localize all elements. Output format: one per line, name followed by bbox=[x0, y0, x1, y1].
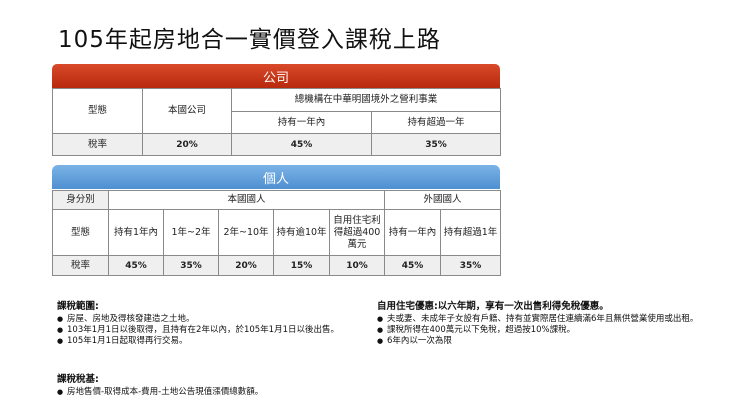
individual-type: 1年~2年 bbox=[163, 209, 219, 256]
preferential-heading: 自用住宅優惠:以六年期，享有一次出售利得免稅優惠。 bbox=[377, 301, 609, 312]
individual-type: 自用住宅利得超過400萬元 bbox=[328, 209, 386, 256]
individual-rate: 10% bbox=[328, 255, 386, 276]
company-foreign-short: 持有一年內 bbox=[231, 111, 372, 134]
company-tax-table: 型態 本國公司 總機構在中華明國境外之營利事業 持有一年內 持有超過一年 稅率 … bbox=[52, 88, 502, 156]
company-foreign: 總機構在中華明國境外之營利事業 bbox=[230, 88, 502, 112]
preferential-item: 夫或妻、未成年子女設有戶籍、持有並實際居住連續滿6年且無供營業使用或出租。 bbox=[377, 314, 732, 325]
individual-rate: 15% bbox=[273, 255, 330, 276]
tax-base-section: 課稅稅基: 房地售價-取得成本-費用-土地公告現值漲價總數額。 bbox=[57, 374, 367, 398]
company-type-label: 型態 bbox=[52, 88, 143, 134]
individual-header-label: 個人 bbox=[262, 171, 289, 187]
individual-rate: 45% bbox=[384, 255, 442, 276]
company-rate: 35% bbox=[370, 133, 502, 156]
tax-base-heading: 課稅稅基: bbox=[57, 374, 99, 385]
tax-base-item: 房地售價-取得成本-費用-土地公告現值漲價總數額。 bbox=[57, 387, 367, 398]
preferential-item: 6年內以一次為限 bbox=[377, 336, 732, 347]
company-rate: 45% bbox=[231, 133, 372, 156]
individual-rate: 35% bbox=[163, 255, 219, 276]
individual-identity-label: 身分別 bbox=[52, 190, 109, 210]
individual-type-label: 型態 bbox=[52, 209, 109, 256]
preferential-section: 自用住宅優惠:以六年期，享有一次出售利得免稅優惠。 夫或妻、未成年子女設有戶籍、… bbox=[377, 301, 732, 347]
preferential-item: 課稅所得在400萬元以下免稅，超過按10%課稅。 bbox=[377, 325, 732, 336]
tax-scope-heading: 課稅範圍: bbox=[57, 301, 99, 312]
company-header-label: 公司 bbox=[262, 70, 289, 86]
tax-scope-item: 103年1月1日以後取得，且持有在2年以內，於105年1月1日以後出售。 bbox=[57, 325, 367, 336]
individual-rate: 20% bbox=[218, 255, 274, 276]
individual-rate: 35% bbox=[440, 255, 502, 276]
tax-scope-item: 房屋、房地及得核發建造之土地。 bbox=[57, 314, 367, 325]
company-foreign-long: 持有超過一年 bbox=[370, 111, 502, 134]
company-domestic: 本國公司 bbox=[142, 88, 232, 134]
individual-type: 持有1年內 bbox=[108, 209, 164, 256]
individual-type: 持有超過1年 bbox=[440, 209, 502, 256]
page-title: 105年起房地合一實價登入課稅上路 bbox=[58, 27, 441, 53]
tax-scope-section: 課稅範圍: 房屋、房地及得核發建造之土地。 103年1月1日以後取得，且持有在2… bbox=[57, 301, 367, 347]
individual-header: 個人 bbox=[52, 165, 500, 189]
individual-type: 持有逾10年 bbox=[273, 209, 330, 256]
individual-domestic: 本國國人 bbox=[107, 190, 386, 210]
individual-rate-label: 稅率 bbox=[52, 255, 109, 276]
individual-type: 2年~10年 bbox=[218, 209, 274, 256]
individual-rate: 45% bbox=[108, 255, 164, 276]
tax-scope-item: 105年1月1日起取得再行交易。 bbox=[57, 336, 367, 347]
company-rate: 20% bbox=[142, 133, 232, 156]
individual-foreign: 外國國人 bbox=[384, 190, 502, 210]
individual-tax-table: 身分別 本國國人 外國國人 型態 持有1年內 1年~2年 2年~10年 持有逾1… bbox=[52, 190, 502, 276]
company-header: 公司 bbox=[52, 64, 500, 88]
company-rate-label: 稅率 bbox=[52, 133, 143, 156]
individual-type: 持有一年內 bbox=[384, 209, 442, 256]
